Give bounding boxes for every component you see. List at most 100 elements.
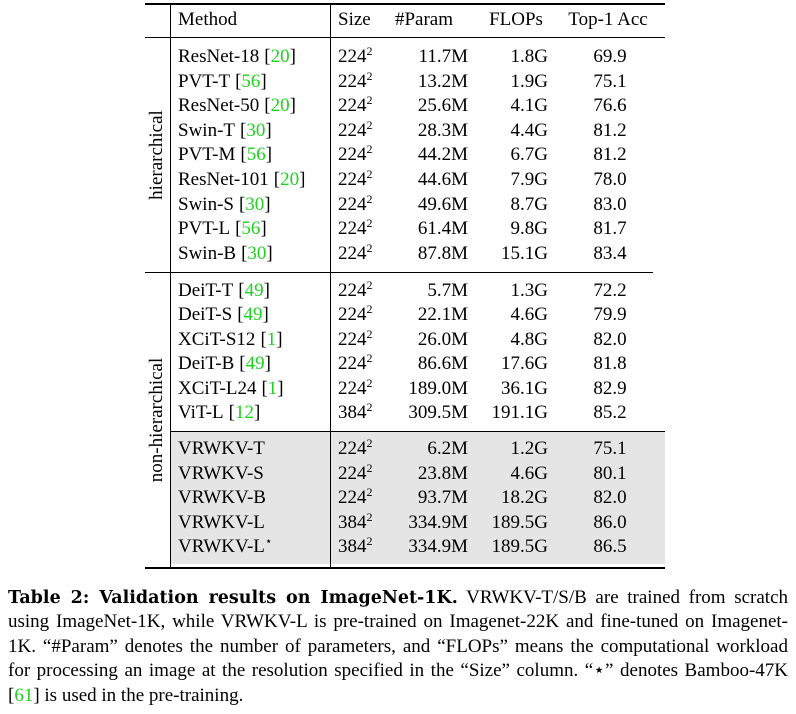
size-exponent: 2: [366, 216, 373, 231]
method-name: DeiT-S: [178, 304, 233, 326]
method-cell: Swin-S [30]: [178, 193, 328, 217]
method-cell: VRWKV-T: [178, 437, 328, 461]
size-value: 224: [338, 70, 367, 92]
param-cell: 22.1M: [417, 304, 468, 326]
citation: [30]: [240, 119, 272, 141]
size-exponent: 2: [366, 142, 373, 157]
caption-text: VRWKV-T/S/B are trained from scratch usi…: [8, 587, 788, 706]
flops-cell: 15.1G: [501, 242, 548, 264]
method-cell: ResNet-18 [20]: [178, 45, 328, 69]
method-name: ResNet-18: [178, 46, 260, 67]
size-cell: 2242: [338, 460, 398, 486]
size-value: 224: [338, 487, 367, 508]
citation: [49]: [238, 280, 270, 301]
param-cell: 93.7M: [417, 487, 468, 508]
param-cell: 334.9M: [408, 511, 468, 533]
flops-cell: 4.1G: [510, 95, 548, 117]
size-exponent: 2: [366, 460, 373, 475]
flops-cell: 36.1G: [501, 377, 548, 399]
size-value: 224: [338, 119, 367, 141]
size-value: 224: [338, 169, 367, 190]
citation: [1]: [261, 377, 284, 399]
method-name: DeiT-T: [178, 280, 234, 301]
method-name: Swin-S: [178, 193, 234, 215]
size-cell: 3842: [338, 534, 398, 559]
method-name: VRWKV-L: [178, 511, 265, 533]
size-cell: 3842: [338, 510, 398, 535]
size-cell: 2242: [338, 44, 398, 69]
method-cell: PVT-L [56]: [178, 217, 328, 241]
group-label: non-hierarchical: [146, 357, 167, 483]
caption: Table 2: Validation results on ImageNet-…: [8, 586, 788, 708]
method-cell: PVT-T [56]: [178, 70, 328, 94]
size-exponent: 2: [366, 534, 373, 548]
size-value: 224: [338, 280, 367, 301]
group-label: hierarchical: [146, 110, 167, 200]
acc-cell: 81.7: [593, 218, 627, 240]
flops-cell: 189.5G: [491, 536, 548, 557]
header-cell: #Param: [394, 9, 454, 30]
method-name: Swin-B: [178, 242, 237, 264]
bottom-rule: [145, 567, 665, 569]
method-name: PVT-T: [178, 70, 231, 92]
size-exponent: 2: [366, 278, 373, 292]
param-cell: 189.0M: [408, 377, 468, 399]
flops-cell: 6.7G: [510, 144, 548, 166]
citation: [20]: [273, 169, 306, 190]
top-rule: [145, 3, 665, 5]
method-cell: VRWKV-L⋆: [178, 534, 328, 559]
size-exponent: 2: [366, 93, 373, 108]
method-cell: Swin-T [30]: [178, 119, 328, 143]
method-cell: XCiT-L24 [1]: [178, 377, 328, 401]
highlight-band: [171, 432, 665, 564]
header-cell: Method: [178, 9, 238, 30]
size-value: 224: [338, 46, 367, 67]
param-cell: 49.6M: [417, 193, 468, 215]
size-cell: 2242: [338, 278, 398, 303]
acc-cell: 80.1: [593, 462, 627, 484]
citation: [49]: [237, 304, 269, 326]
size-value: 224: [338, 95, 367, 117]
citation: [56]: [235, 218, 267, 240]
section-rule: [171, 431, 665, 432]
param-cell: 25.6M: [417, 95, 468, 117]
method-name: DeiT-B: [178, 353, 235, 375]
method-cell: Swin-B [30]: [178, 242, 328, 266]
size-value: 224: [338, 304, 367, 326]
flops-cell: 1.9G: [510, 70, 548, 92]
acc-cell: 86.5: [593, 536, 627, 557]
size-value: 224: [338, 242, 367, 264]
acc-cell: 82.9: [593, 377, 627, 399]
header-cell: Size: [338, 9, 371, 30]
vertical-rule: [330, 3, 331, 568]
param-cell: 87.8M: [417, 242, 468, 264]
header-cell: Top-1 Acc: [568, 9, 648, 30]
acc-cell: 86.0: [593, 511, 627, 533]
method-cell: VRWKV-B: [178, 486, 328, 510]
flops-cell: 17.6G: [501, 353, 548, 375]
method-cell: VRWKV-L: [178, 511, 328, 535]
size-cell: 2242: [338, 485, 398, 510]
acc-cell: 76.6: [593, 95, 627, 117]
acc-cell: 82.0: [593, 328, 627, 350]
param-cell: 44.2M: [417, 144, 468, 166]
citation: [30]: [238, 193, 271, 215]
caption-title: Table 2: Validation results on ImageNet-…: [8, 588, 458, 608]
method-name: VRWKV-B: [178, 487, 266, 508]
size-cell: 2242: [338, 302, 398, 327]
flops-cell: 7.9G: [510, 169, 548, 190]
param-cell: 28.3M: [417, 119, 468, 141]
flops-cell: 189.5G: [491, 511, 548, 533]
method-cell: DeiT-T [49]: [178, 279, 328, 303]
citation: [1]: [260, 328, 283, 350]
size-cell: 2242: [338, 351, 398, 376]
size-cell: 2242: [338, 376, 398, 401]
size-value: 224: [338, 462, 367, 484]
size-exponent: 2: [366, 436, 373, 450]
header-cell: FLOPs: [489, 9, 543, 30]
param-cell: 11.7M: [418, 46, 468, 67]
size-value: 384: [338, 511, 367, 533]
size-cell: 2242: [338, 327, 398, 352]
citation: [20]: [264, 95, 296, 117]
acc-cell: 81.2: [593, 119, 627, 141]
